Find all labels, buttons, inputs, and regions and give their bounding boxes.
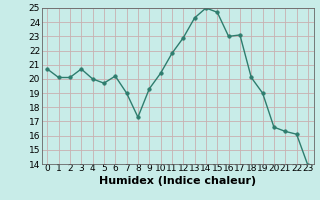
X-axis label: Humidex (Indice chaleur): Humidex (Indice chaleur) bbox=[99, 176, 256, 186]
